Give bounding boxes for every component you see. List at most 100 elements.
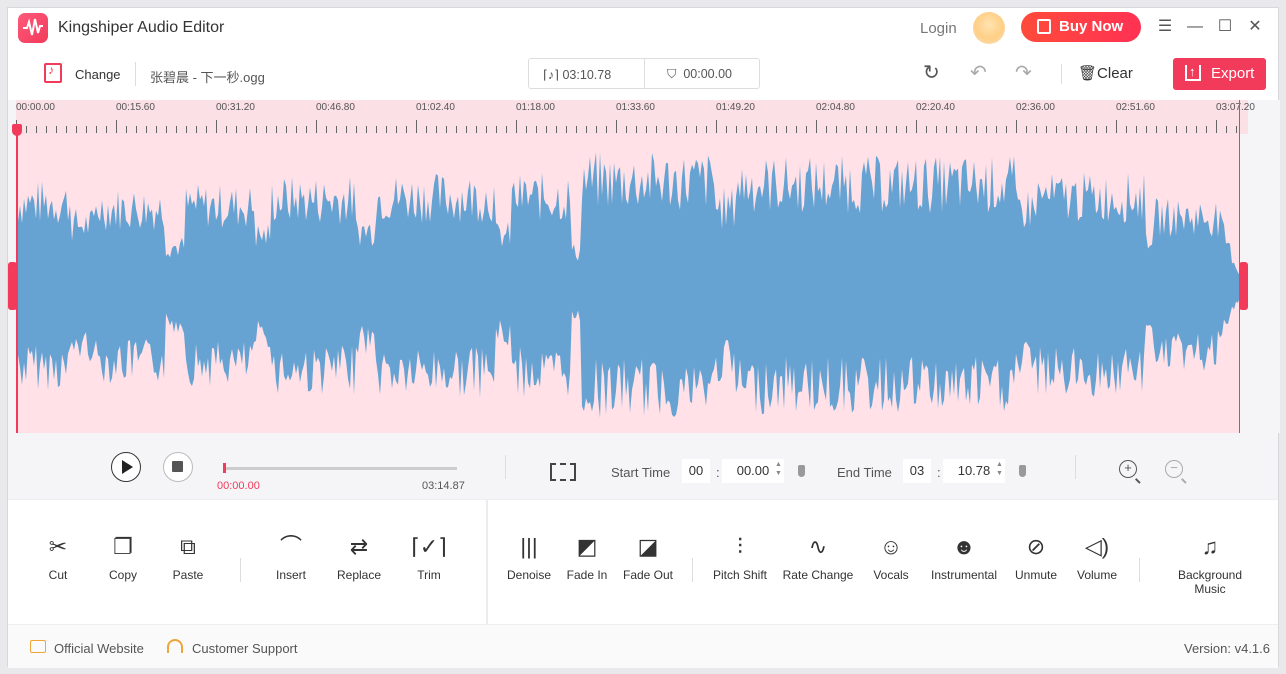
tool-volume[interactable]: ◁) Volume xyxy=(1057,530,1137,582)
selection-end-handle[interactable] xyxy=(1239,262,1248,310)
ruler-minor-tick xyxy=(466,126,467,133)
ruler-minor-tick xyxy=(846,126,847,133)
reload-icon[interactable]: ↻ xyxy=(923,62,940,84)
audio-waveform[interactable] xyxy=(16,134,1248,433)
close-icon[interactable]: ✕ xyxy=(1248,18,1262,35)
export-button[interactable]: Export xyxy=(1173,56,1266,90)
tool-copy[interactable]: ❐ Copy xyxy=(83,530,163,582)
selection-start-handle[interactable] xyxy=(8,262,17,310)
title-bar: Kingshiper Audio Editor Login Buy Now ☰ … xyxy=(8,8,1278,48)
upload-icon xyxy=(1185,56,1201,88)
headset-icon xyxy=(167,639,183,653)
tool-pitch-shift[interactable]: ⫶ Pitch Shift xyxy=(700,530,780,582)
ruler-minor-tick xyxy=(476,126,477,133)
start-pin-icon[interactable] xyxy=(798,465,805,477)
progress-track[interactable] xyxy=(223,467,457,470)
ruler-minor-tick xyxy=(366,126,367,133)
end-spinner-icon[interactable]: ▲ ▼ xyxy=(996,461,1003,477)
background-music-icon: ♫ xyxy=(1201,534,1219,559)
tool-cut[interactable]: ✂ Cut xyxy=(18,530,98,582)
ruler-minor-tick xyxy=(236,126,237,133)
ruler-minor-tick xyxy=(666,126,667,133)
tool-fade-out[interactable]: ◪ Fade Out xyxy=(608,530,688,582)
volume-icon: ◁) xyxy=(1084,534,1110,559)
ruler-major-tick xyxy=(316,120,317,133)
official-website-link[interactable]: Official Website xyxy=(54,641,144,656)
rate-change-icon: ∿ xyxy=(808,534,828,559)
ruler-minor-tick xyxy=(926,126,927,133)
pitch-shift-icon: ⫶ xyxy=(737,534,743,559)
playhead-marker[interactable] xyxy=(12,124,22,136)
redo-icon[interactable]: ↷ xyxy=(1015,62,1032,84)
tool-vocals[interactable]: ☺ Vocals xyxy=(851,530,931,582)
select-region-icon[interactable] xyxy=(550,463,576,481)
ruler-label: 01:02.40 xyxy=(416,102,455,113)
ruler-minor-tick xyxy=(76,126,77,133)
start-seconds-input[interactable]: 00.00 xyxy=(722,459,784,483)
minimize-icon[interactable]: — xyxy=(1187,18,1203,35)
ruler-major-tick xyxy=(716,120,717,133)
ruler-minor-tick xyxy=(1046,126,1047,133)
ruler-minor-tick xyxy=(1186,126,1187,133)
ruler-minor-tick xyxy=(796,126,797,133)
ruler-minor-tick xyxy=(356,126,357,133)
tool-paste[interactable]: ⧉ Paste xyxy=(148,530,228,582)
tool-insert[interactable]: ⌒ Insert xyxy=(251,530,331,582)
ruler-minor-tick xyxy=(486,126,487,133)
login-link[interactable]: Login xyxy=(920,20,957,37)
end-minutes-input[interactable]: 03 xyxy=(903,459,931,483)
ruler-minor-tick xyxy=(426,126,427,133)
ruler-minor-tick xyxy=(856,126,857,133)
ruler-minor-tick xyxy=(986,126,987,133)
end-pin-icon[interactable] xyxy=(1019,465,1026,477)
ruler-minor-tick xyxy=(276,126,277,133)
waveform-area[interactable]: 00:00.00 00:15.60 00:31.20 00:46.80 01:02.40… xyxy=(8,100,1280,433)
start-minutes-input[interactable]: 00 xyxy=(682,459,710,483)
ruler-minor-tick xyxy=(1146,126,1147,133)
play-button[interactable] xyxy=(111,452,141,482)
tool-replace[interactable]: ⇄ Replace xyxy=(319,530,399,582)
tool-divider xyxy=(1139,558,1140,582)
start-spinner-icon[interactable]: ▲ ▼ xyxy=(775,461,782,477)
menu-icon[interactable]: ☰ xyxy=(1157,18,1173,35)
avatar[interactable] xyxy=(973,12,1005,44)
timeline-ruler[interactable]: 00:00.00 00:15.60 00:31.20 00:46.80 01:02.40… xyxy=(16,100,1255,134)
customer-support-link[interactable]: Customer Support xyxy=(192,641,298,656)
tool-fade-in[interactable]: ◩ Fade In xyxy=(547,530,627,582)
progress-thumb[interactable] xyxy=(223,463,226,473)
tool-trim[interactable]: ⌈✓⌉ Trim xyxy=(389,530,469,582)
ruler-label: 02:04.80 xyxy=(816,102,855,113)
ruler-minor-tick xyxy=(736,126,737,133)
ruler-minor-tick xyxy=(336,126,337,133)
tool-label: Unmute xyxy=(1014,568,1058,582)
ruler-label: 02:36.00 xyxy=(1016,102,1055,113)
stop-button[interactable] xyxy=(163,452,193,482)
maximize-icon[interactable]: ☐ xyxy=(1217,18,1233,35)
tool-background-music[interactable]: ♫ Background Music xyxy=(1170,530,1250,596)
undo-icon[interactable]: ↶ xyxy=(970,62,987,84)
music-file-icon[interactable] xyxy=(44,63,62,83)
buy-now-button[interactable]: Buy Now xyxy=(1021,12,1141,42)
scissors-icon: ✂ xyxy=(48,534,68,559)
duration-display: ⌈♪⌉ 03:10.78 xyxy=(543,68,612,82)
ruler-minor-tick xyxy=(456,126,457,133)
clear-button[interactable]: 🗑Clear xyxy=(1078,64,1133,82)
tool-label: Pitch Shift xyxy=(712,568,768,582)
tool-denoise[interactable]: ||| Denoise xyxy=(489,530,569,582)
ruler-minor-tick xyxy=(896,126,897,133)
ruler-major-tick xyxy=(216,120,217,133)
zoom-in-icon[interactable]: + xyxy=(1119,460,1137,478)
ruler-minor-tick xyxy=(1036,126,1037,133)
ruler-minor-tick xyxy=(786,126,787,133)
end-seconds-input[interactable]: 10.78 xyxy=(943,459,1005,483)
tool-label: Fade Out xyxy=(622,568,674,582)
change-button[interactable]: Change xyxy=(75,67,121,82)
tool-unmute[interactable]: ⊘ Unmute xyxy=(996,530,1076,582)
tool-rate-change[interactable]: ∿ Rate Change xyxy=(778,530,858,582)
zoom-out-icon[interactable]: − xyxy=(1165,460,1183,478)
ruler-minor-tick xyxy=(696,126,697,133)
ruler-minor-tick xyxy=(346,126,347,133)
ruler-minor-tick xyxy=(1026,126,1027,133)
tool-instrumental[interactable]: ☻ Instrumental xyxy=(924,530,1004,582)
ruler-minor-tick xyxy=(126,126,127,133)
